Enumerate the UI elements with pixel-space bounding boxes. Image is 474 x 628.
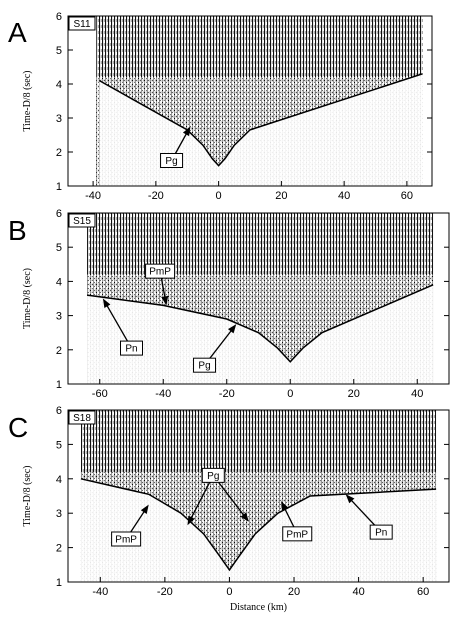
- y-axis-title: Time-D/8 (sec): [22, 268, 33, 329]
- panel-letter: A: [8, 17, 27, 48]
- annotation-label-pmp: PmP: [149, 267, 171, 278]
- y-tick-label: 5: [56, 45, 62, 57]
- y-tick-label: 1: [56, 577, 62, 589]
- annotation-box: [111, 531, 142, 547]
- y-axis-title: Time-D/8 (sec): [22, 70, 33, 131]
- station-label-box: [68, 16, 96, 31]
- y-tick-label: 6: [56, 11, 62, 23]
- y-tick-label: 2: [56, 147, 62, 159]
- annotation-arrowhead: [345, 494, 355, 504]
- annotation-box: [193, 357, 217, 373]
- y-tick-label: 5: [56, 242, 62, 254]
- annotation-label-pmp: PmP: [286, 529, 308, 540]
- pg-first-arrival: [99, 73, 423, 167]
- x-tick-label: 40: [411, 388, 423, 400]
- panel-c: -40 -20 0 20 40 60 1 2 3 4 5 6 Time-D/8 (sec) Distanc…: [8, 405, 450, 613]
- x-tick-label: 0: [287, 388, 293, 400]
- annotation-arrow-line: [103, 299, 133, 349]
- panel-a: -40 -20 0 20 40 60 1 2 3 4 5 6 Time-D/8 (sec) A S11 Pg: [8, 11, 433, 202]
- y-tick-label: 6: [56, 405, 62, 417]
- x-tick-label: -20: [219, 388, 235, 400]
- annotation-arrowhead: [281, 501, 289, 511]
- x-tick-label: 40: [338, 190, 350, 202]
- annotation-arrowhead: [161, 295, 169, 306]
- annotation-label-pn: Pn: [375, 528, 387, 539]
- annotation-label-pmp: PmP: [115, 535, 137, 546]
- panel-letter: B: [8, 215, 27, 246]
- x-tick-label: 20: [288, 586, 300, 598]
- x-tick-label: 60: [417, 586, 429, 598]
- annotation-box: [201, 467, 225, 483]
- panel-b: -60 -40 -20 0 20 40 1 2 3 4 5 6 Time-D/8 (sec) B S15 Pm…: [8, 208, 450, 400]
- plot-frame: [67, 15, 433, 187]
- x-tick-label: 0: [216, 190, 222, 202]
- y-tick-label: 2: [56, 345, 62, 357]
- x-tick-label: 60: [401, 190, 413, 202]
- y-axis-title: Time-D/8 (sec): [22, 465, 33, 526]
- pg-first-arrival: [80, 478, 437, 572]
- annotation-arrowhead: [182, 126, 191, 137]
- annotation-arrowhead: [240, 512, 249, 522]
- y-tick-label: 1: [56, 181, 62, 193]
- annotation-arrow-line: [187, 475, 214, 524]
- station-label-box: [68, 410, 96, 425]
- annotation-arrowhead: [227, 324, 237, 334]
- y-tick-label: 4: [56, 276, 62, 288]
- x-tick-label: -20: [148, 190, 164, 202]
- annotation-label-pn: Pn: [125, 344, 137, 355]
- x-tick-label: -40: [155, 388, 171, 400]
- y-tick-label: 3: [56, 508, 62, 520]
- x-tick-label: -20: [157, 586, 173, 598]
- x-tick-label: -60: [92, 388, 108, 400]
- annotation-box: [369, 524, 393, 540]
- annotation-box: [282, 526, 313, 542]
- y-tick-label: 5: [56, 439, 62, 451]
- station-label: S15: [73, 216, 91, 227]
- annotation-arrowhead: [102, 298, 111, 309]
- station-label-box: [68, 213, 96, 228]
- x-tick-label: -40: [92, 586, 108, 598]
- y-tick-label: 3: [56, 113, 62, 125]
- plot-frame: [67, 409, 450, 583]
- annotation-label-pg: Pg: [165, 156, 177, 167]
- station-label: S11: [73, 19, 90, 30]
- y-tick-label: 4: [56, 474, 62, 486]
- y-tick-label: 2: [56, 543, 62, 555]
- annotation-box: [120, 340, 143, 356]
- station-label: S18: [73, 413, 91, 424]
- y-tick-label: 3: [56, 311, 62, 323]
- panel-letter: C: [8, 412, 28, 443]
- x-tick-label: 40: [352, 586, 364, 598]
- annotation-box: [160, 153, 184, 168]
- plot-frame: [67, 212, 450, 385]
- y-tick-label: 6: [56, 208, 62, 220]
- x-tick-label: 0: [226, 586, 232, 598]
- x-tick-label: -40: [85, 190, 101, 202]
- pg-first-arrival: [86, 284, 434, 363]
- x-tick-label: 20: [275, 190, 287, 202]
- annotation-label-pg: Pg: [207, 471, 219, 482]
- annotation-arrowhead: [187, 515, 195, 526]
- x-axis-title: Distance (km): [230, 602, 287, 613]
- y-tick-label: 1: [56, 379, 62, 391]
- x-tick-label: 20: [348, 388, 360, 400]
- pre-arrival-zone: [80, 478, 437, 582]
- annotation-label-pg: Pg: [198, 361, 210, 372]
- annotation-arrowhead: [140, 504, 149, 515]
- y-tick-label: 4: [56, 79, 62, 91]
- annotation-box: [145, 263, 176, 279]
